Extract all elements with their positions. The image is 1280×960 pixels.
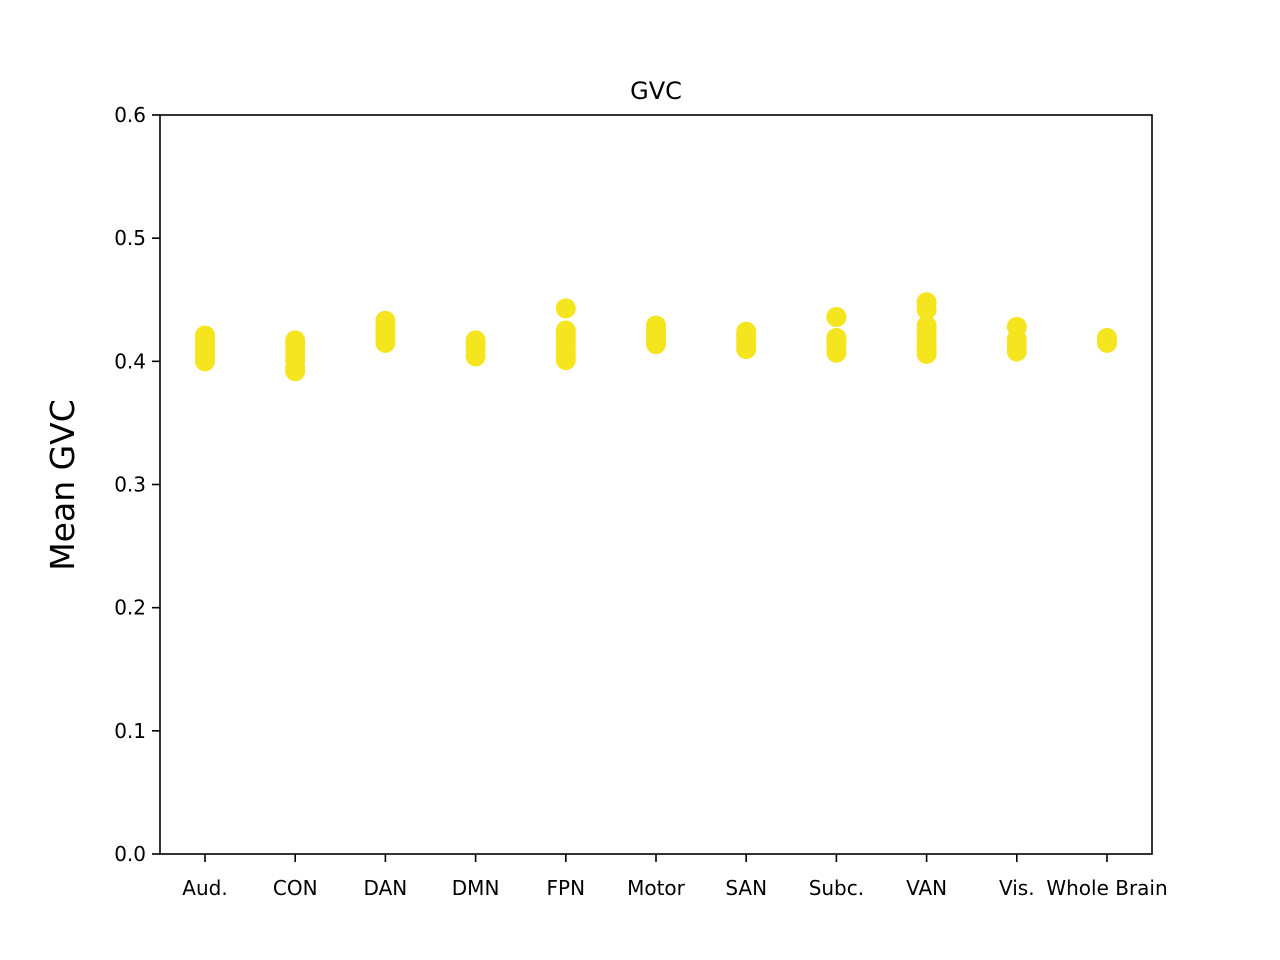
data-point xyxy=(555,298,576,319)
y-tick-label: 0.2 xyxy=(114,596,146,620)
data-point xyxy=(826,306,847,327)
data-point xyxy=(465,330,486,351)
data-point xyxy=(1006,316,1027,337)
data-point xyxy=(916,292,937,313)
y-tick-label: 0.1 xyxy=(114,719,146,743)
x-tick-label: Subc. xyxy=(809,876,864,900)
x-axis: Aud. CON DAN DMN FPN Motor SAN Subc. VAN Vis. Whol… xyxy=(182,854,1168,900)
data-points xyxy=(195,292,1117,382)
data-point xyxy=(195,325,215,346)
data-point xyxy=(826,327,847,348)
data-point xyxy=(1097,327,1117,348)
data-point xyxy=(736,321,757,342)
data-point xyxy=(916,315,937,336)
y-axis: 0.0 0.1 0.2 0.3 0.4 0.5 0.6 xyxy=(114,103,160,866)
x-tick-label: Whole Brain xyxy=(1046,876,1167,900)
y-tick-label: 0.5 xyxy=(114,226,146,250)
y-axis-label: Mean GVC xyxy=(43,399,82,571)
x-tick-label: CON xyxy=(273,876,318,900)
chart-title: GVC xyxy=(630,77,682,105)
data-point xyxy=(375,310,396,331)
x-tick-label: FPN xyxy=(547,876,586,900)
y-tick-label: 0.6 xyxy=(114,103,146,127)
data-point xyxy=(285,330,306,351)
data-point xyxy=(646,315,666,336)
plot-area-frame xyxy=(159,114,1153,855)
data-point xyxy=(555,320,576,341)
x-tick-label: SAN xyxy=(725,876,767,900)
x-tick-label: Motor xyxy=(627,876,686,900)
y-tick-label: 0.4 xyxy=(114,349,146,373)
x-tick-label: Vis. xyxy=(999,876,1035,900)
y-tick-label: 0.0 xyxy=(114,842,146,866)
x-tick-label: VAN xyxy=(906,876,947,900)
x-tick-label: DAN xyxy=(364,876,408,900)
y-tick-label: 0.3 xyxy=(114,473,146,497)
x-tick-label: Aud. xyxy=(182,876,227,900)
x-tick-label: DMN xyxy=(452,876,500,900)
